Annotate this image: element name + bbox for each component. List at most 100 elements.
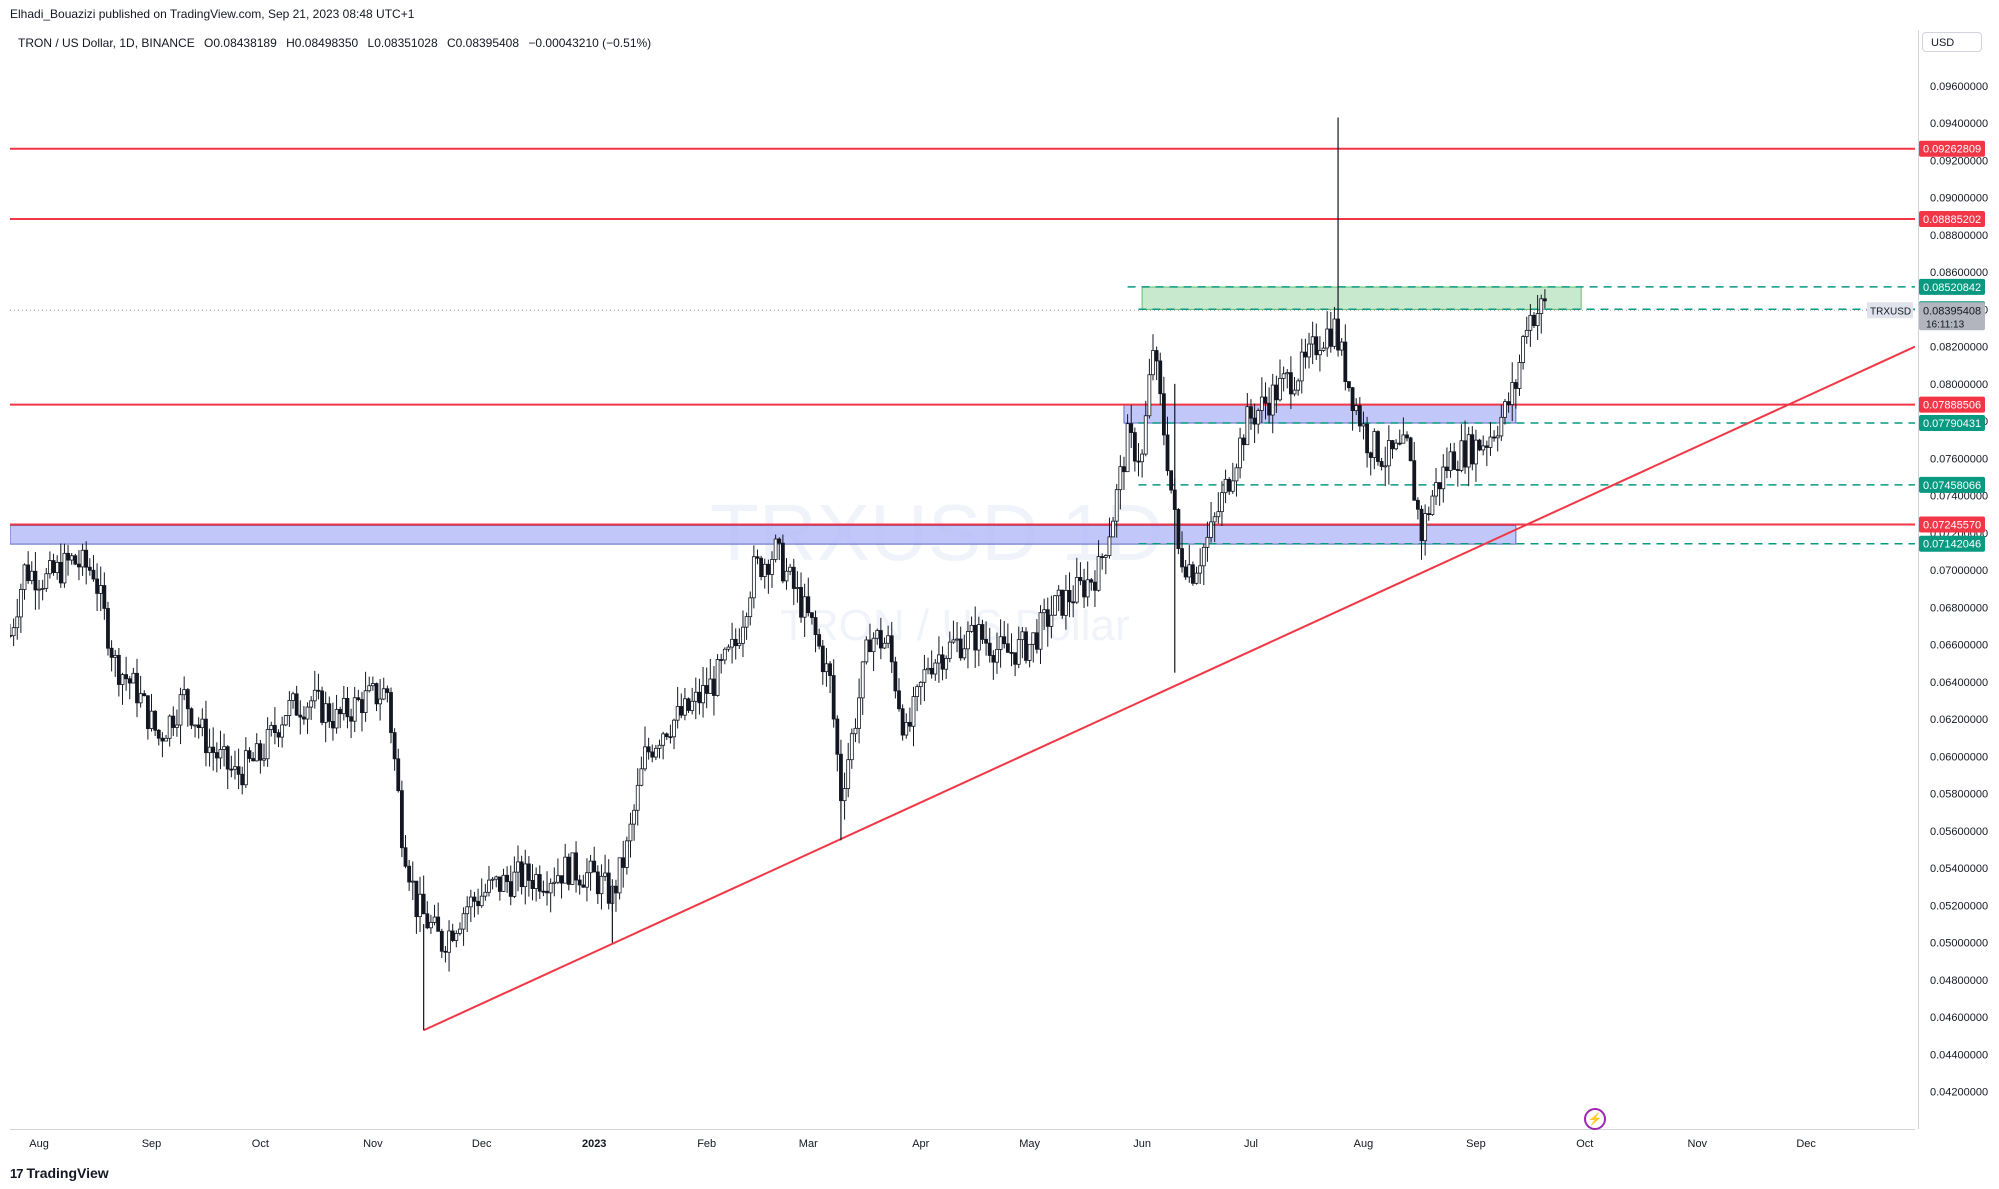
candle-body-2022-09-13 xyxy=(193,724,197,727)
candle-body-2022-10-22 xyxy=(334,709,339,729)
candle-body-2022-11-27 xyxy=(465,906,470,915)
candle-body-2022-11-29 xyxy=(472,896,477,902)
candle-body-2023-03-14 xyxy=(853,727,858,735)
candle-body-2022-12-28 xyxy=(577,879,582,886)
candle-body-2023-03-07 xyxy=(828,663,832,676)
candle-body-2022-08-25 xyxy=(124,674,129,680)
candle-body-2022-10-04 xyxy=(269,725,274,730)
candle-body-2023-07-20 xyxy=(1318,350,1322,356)
level-label-1: 0.08885202 xyxy=(1923,214,1981,226)
price-tick-0.07400000: 0.07400000 xyxy=(1930,491,1988,503)
candle-body-2022-07-28 xyxy=(22,564,27,590)
candle-body-2023-04-26 xyxy=(1009,651,1014,654)
candle-body-2022-12-26 xyxy=(570,852,575,885)
candle-body-2023-04-18 xyxy=(980,624,985,640)
candle-body-2023-03-16 xyxy=(860,661,865,699)
candle-body-2022-08-23 xyxy=(116,654,121,685)
candle-body-2022-09-02 xyxy=(153,710,158,731)
candles xyxy=(10,117,1547,1031)
candle-body-2023-09-16 xyxy=(1528,314,1533,331)
candle-body-2023-04-23 xyxy=(998,636,1003,650)
candle-body-2023-06-20 xyxy=(1209,521,1213,538)
candle-body-2022-12-06 xyxy=(497,876,502,892)
candle-body-2023-02-26 xyxy=(795,587,800,589)
price-tick-0.06600000: 0.06600000 xyxy=(1930,640,1988,652)
candle-body-2023-06-09 xyxy=(1169,470,1174,491)
candle-body-2023-02-08 xyxy=(730,638,734,648)
tradingview-logo-icon: 17 xyxy=(10,1165,24,1181)
tradingview-logo[interactable]: 17 TradingView xyxy=(10,1165,109,1181)
candle-body-2022-09-28 xyxy=(247,750,252,759)
currency-button[interactable]: USD xyxy=(1922,32,1982,52)
candle-body-2023-02-18 xyxy=(766,563,771,575)
candle-body-2023-04-09 xyxy=(947,641,952,659)
candle-body-2022-09-10 xyxy=(182,689,187,696)
candle-body-2022-10-25 xyxy=(345,698,350,718)
candle-body-2023-08-15 xyxy=(1412,460,1417,501)
candle-body-2022-10-09 xyxy=(287,700,292,716)
price-tick-0.04200000: 0.04200000 xyxy=(1930,1087,1988,1099)
candle-body-2023-05-15 xyxy=(1078,577,1083,582)
candle-body-2023-09-11 xyxy=(1510,382,1515,406)
price-tick-0.09000000: 0.09000000 xyxy=(1930,193,1988,205)
candle-body-2023-08-10 xyxy=(1394,442,1399,450)
candle-body-2023-06-01 xyxy=(1140,453,1145,463)
candle-body-2022-11-14 xyxy=(418,893,422,918)
candle-body-2023-07-01 xyxy=(1249,406,1253,419)
candle-body-2023-04-17 xyxy=(976,624,981,651)
candle-body-2023-05-31 xyxy=(1136,460,1141,463)
candle-body-2023-03-15 xyxy=(857,697,861,729)
candle-body-2022-08-03 xyxy=(44,573,49,589)
level-label-6: 0.07458066 xyxy=(1923,480,1981,492)
candle-body-2023-07-13 xyxy=(1292,389,1297,395)
symbol-description[interactable]: TRON / US Dollar, 1D, BINANCE xyxy=(18,36,195,50)
lightning-icon[interactable]: ⚡ xyxy=(1584,1108,1606,1130)
candle-body-2023-07-19 xyxy=(1314,336,1319,356)
candle-body-2022-08-08 xyxy=(62,552,67,584)
candle-body-2022-12-16 xyxy=(534,874,539,889)
price-tick-0.04800000: 0.04800000 xyxy=(1930,975,1988,987)
candle-body-2023-06-19 xyxy=(1205,536,1210,548)
candle-body-2023-06-18 xyxy=(1201,546,1206,567)
candle-body-2023-06-21 xyxy=(1212,516,1217,523)
candle-body-2023-05-12 xyxy=(1067,590,1072,603)
candle-body-2022-11-22 xyxy=(447,930,451,953)
candle-body-2023-04-22 xyxy=(995,649,999,663)
candle-body-2023-06-06 xyxy=(1158,360,1163,395)
candle-body-2022-08-22 xyxy=(113,654,118,658)
trendline xyxy=(423,345,1915,1032)
candle-body-2022-10-26 xyxy=(349,716,353,722)
time-axis[interactable]: Aug Sep Oct Nov Dec 2023 Feb Mar Apr May Jun Jul Aug… xyxy=(10,1129,1915,1159)
candle-body-2022-10-17 xyxy=(316,689,321,692)
price-axis[interactable]: 0.04200000 0.04400000 0.04600000 0.04800000… xyxy=(1918,30,1999,1129)
candle-body-2023-07-12 xyxy=(1288,372,1293,395)
candle-body-2023-09-14 xyxy=(1521,336,1526,363)
candle-body-2022-09-29 xyxy=(251,758,256,762)
watermark-description: TRON / US Dollar xyxy=(780,601,1130,650)
level-label-0: 0.09262809 xyxy=(1923,144,1981,156)
price-tick-0.08200000: 0.08200000 xyxy=(1930,342,1988,354)
candle-body-2023-04-28 xyxy=(1016,639,1021,665)
candle-body-2023-03-27 xyxy=(900,708,905,736)
ohlc-high: H0.08498350 xyxy=(286,36,359,50)
candle-body-2023-05-11 xyxy=(1064,590,1068,616)
candle-body-2023-07-22 xyxy=(1325,328,1330,349)
candle-body-2023-02-15 xyxy=(755,556,760,559)
candle-body-2023-07-23 xyxy=(1328,328,1333,347)
candle-body-2023-01-21 xyxy=(664,733,669,738)
candle-body-2022-11-30 xyxy=(476,900,480,907)
candle-body-2023-05-26 xyxy=(1118,466,1123,491)
candle-body-2023-08-16 xyxy=(1415,499,1420,510)
candle-body-2023-03-19 xyxy=(871,637,876,653)
tradingview-logo-text: TradingView xyxy=(26,1165,109,1181)
time-tick-nov-3: Nov xyxy=(363,1138,383,1150)
candle-body-2023-04-25 xyxy=(1005,643,1010,653)
candle-body-2022-09-16 xyxy=(204,718,208,754)
candle-body-2022-09-07 xyxy=(171,715,176,728)
candle-body-2023-01-03 xyxy=(599,875,604,895)
price-tick-0.04400000: 0.04400000 xyxy=(1930,1049,1988,1061)
candle-body-2023-09-08 xyxy=(1499,416,1504,437)
ohlc-open: O0.08438189 xyxy=(204,36,277,50)
candle-body-2023-05-03 xyxy=(1034,632,1039,650)
